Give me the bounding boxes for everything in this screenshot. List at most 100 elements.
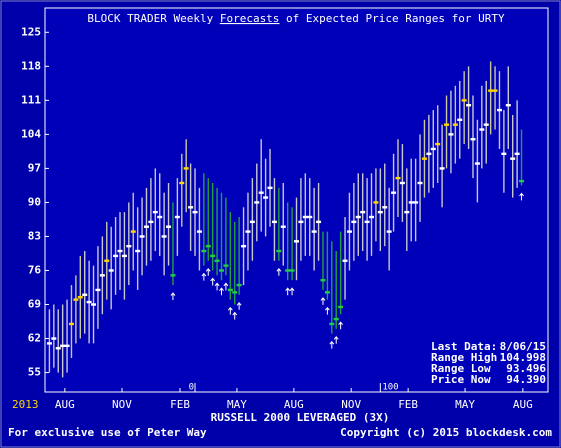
- info-value: 94.390: [506, 373, 546, 386]
- arrow: [227, 306, 233, 315]
- x-tick-label: FEB: [170, 398, 190, 411]
- y-tick-label: 97: [28, 161, 41, 174]
- arrow: [276, 267, 282, 276]
- price-marker: [289, 269, 295, 272]
- price-marker: [276, 249, 282, 253]
- price-marker: [113, 254, 119, 258]
- arrow: [333, 336, 339, 344]
- price-marker: [501, 152, 507, 156]
- arrow: [320, 297, 326, 305]
- price-marker: [448, 133, 454, 136]
- price-marker: [355, 215, 361, 219]
- price-marker: [82, 293, 88, 296]
- price-marker: [46, 342, 52, 345]
- title-part: of Expected Price Ranges for URTY: [279, 12, 505, 25]
- y-tick-label: 125: [21, 25, 41, 38]
- x-tick-label: AUG: [284, 398, 304, 411]
- price-marker: [51, 337, 57, 340]
- price-marker: [60, 344, 66, 348]
- price-marker: [148, 220, 154, 224]
- y-tick-label: 55: [28, 366, 41, 379]
- price-marker: [91, 303, 97, 306]
- arrow: [210, 277, 216, 286]
- arrow: [223, 282, 229, 291]
- title-part: Forecasts: [220, 12, 280, 25]
- price-marker: [280, 225, 286, 228]
- x-tick-label: NOV: [341, 398, 361, 411]
- price-marker: [205, 244, 211, 248]
- marker-label: 0: [189, 383, 194, 393]
- price-marker: [333, 317, 339, 321]
- price-marker: [196, 230, 202, 233]
- price-marker: [404, 210, 410, 214]
- price-marker: [342, 259, 348, 262]
- x-tick-label: MAY: [227, 398, 247, 411]
- price-marker: [95, 288, 101, 292]
- price-marker: [492, 89, 498, 92]
- price-marker: [360, 210, 366, 214]
- price-marker: [461, 99, 467, 102]
- price-marker: [236, 283, 242, 287]
- info-value: 104.998: [500, 351, 546, 364]
- y-tick-label: 69: [28, 298, 41, 311]
- marker-label: 100: [382, 383, 398, 393]
- price-marker: [130, 230, 136, 233]
- arrow: [214, 282, 220, 291]
- price-marker: [369, 215, 375, 219]
- price-marker: [399, 181, 405, 185]
- price-marker: [488, 89, 494, 92]
- info-label: Range High: [431, 351, 497, 364]
- price-marker: [77, 296, 83, 299]
- price-marker: [152, 210, 158, 214]
- price-marker: [139, 235, 145, 238]
- price-marker: [435, 142, 441, 146]
- price-marker: [298, 220, 304, 224]
- y-tick-label: 76: [28, 263, 42, 276]
- x-tick-label: MAY: [455, 398, 475, 411]
- price-marker: [135, 249, 141, 253]
- price-marker: [192, 210, 198, 214]
- info-value: 93.496: [506, 362, 546, 375]
- price-marker: [64, 344, 70, 348]
- x-tick-label: FEB: [398, 398, 418, 411]
- price-marker: [294, 240, 299, 243]
- price-marker: [479, 128, 485, 131]
- title-part: BLOCK TRADER Weekly: [87, 12, 219, 25]
- price-marker: [364, 220, 370, 224]
- arrow: [285, 287, 291, 296]
- price-marker: [174, 215, 180, 219]
- price-marker: [346, 230, 352, 233]
- arrow: [324, 306, 330, 315]
- price-marker: [166, 225, 172, 228]
- arrow: [289, 287, 295, 296]
- price-marker: [188, 206, 194, 209]
- price-marker: [249, 220, 255, 224]
- year-label: 2013: [12, 398, 39, 411]
- price-marker: [214, 259, 220, 262]
- info-label: Price Now: [431, 373, 491, 386]
- price-marker: [417, 181, 423, 185]
- price-marker: [311, 230, 317, 233]
- chart-title: BLOCK TRADER Weekly Forecasts of Expecte…: [87, 12, 505, 25]
- price-marker: [232, 291, 238, 294]
- price-marker: [218, 269, 224, 272]
- y-tick-label: 62: [28, 332, 41, 345]
- y-tick-label: 118: [21, 59, 41, 72]
- price-marker: [514, 152, 520, 156]
- price-marker: [430, 147, 436, 151]
- price-marker: [245, 230, 251, 233]
- price-marker: [483, 123, 489, 126]
- arrow: [201, 272, 207, 281]
- price-marker: [302, 215, 308, 219]
- price-marker: [55, 347, 61, 350]
- arrow: [329, 340, 335, 349]
- price-marker: [457, 118, 463, 121]
- price-marker: [68, 322, 74, 326]
- y-tick-label: 83: [28, 229, 41, 242]
- price-marker: [466, 104, 472, 107]
- price-marker: [161, 235, 167, 238]
- arrow: [236, 301, 242, 310]
- price-marker: [73, 298, 79, 301]
- price-marker: [470, 138, 476, 141]
- info-label: Range Low: [431, 362, 491, 375]
